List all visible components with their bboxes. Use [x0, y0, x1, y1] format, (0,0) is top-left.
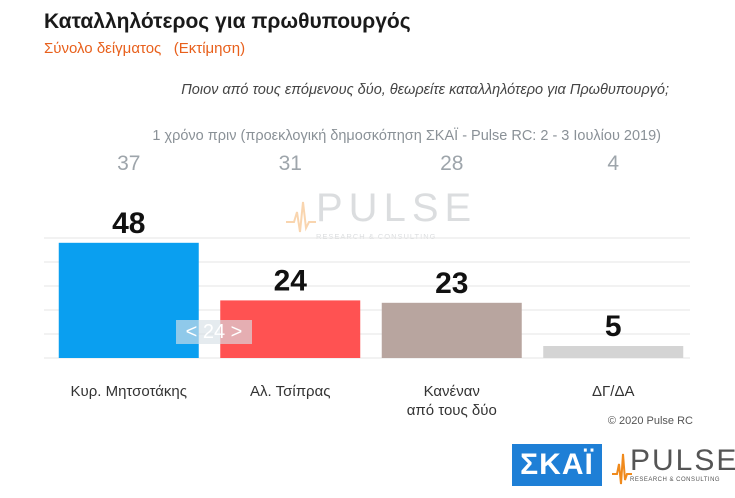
category-label: Κυρ. Μητσοτάκης: [71, 383, 187, 400]
previous-value-label: 4: [607, 152, 619, 175]
pulse-logo-sub: RESEARCH & CONSULTING: [630, 477, 721, 483]
watermark-word: PULSE: [316, 186, 478, 230]
watermark-sub: RESEARCH & CONSULTING: [316, 232, 437, 241]
previous-value-label: 37: [117, 152, 140, 175]
bar: [58, 242, 199, 358]
category-label: από τους δύο: [407, 402, 497, 419]
bar-value-label: 48: [112, 207, 145, 240]
ecg-pulse-icon: [286, 201, 316, 233]
bar-value-label: 24: [274, 264, 308, 297]
difference-badge: < 24 >: [176, 320, 252, 344]
pulse-logo-ecg-icon: [612, 453, 632, 485]
pulse-watermark: PULSE RESEARCH & CONSULTING: [286, 186, 471, 248]
copyright-text: © 2020 Pulse RC: [607, 415, 693, 427]
survey-question: Ποιον από τους επόμενους δύο, θεωρείτε κ…: [181, 82, 669, 98]
bar: [381, 302, 522, 358]
category-label: Κανέναν: [424, 383, 480, 400]
pulse-logo-word: PULSE: [630, 444, 735, 477]
chart-subtitle: Σύνολο δείγματος (Εκτίμηση): [44, 40, 246, 57]
category-label: ΔΓ/ΔΑ: [592, 383, 634, 400]
previous-value-label: 31: [279, 152, 302, 175]
bar-value-label: 5: [605, 310, 622, 343]
skai-logo: ΣΚΑΪ: [512, 444, 602, 486]
previous-value-label: 28: [440, 152, 463, 175]
chart-title: Καταλληλότερος για πρωθυπουργός: [44, 10, 411, 33]
previous-survey-note: 1 χρόνο πριν (προεκλογική δημοσκόπηση ΣΚ…: [152, 128, 661, 144]
category-label: Αλ. Τσίπρας: [250, 383, 330, 400]
bar: [543, 346, 684, 358]
bar-value-label: 23: [435, 267, 468, 300]
pulse-logo: PULSE RESEARCH & CONSULTING: [612, 444, 735, 490]
